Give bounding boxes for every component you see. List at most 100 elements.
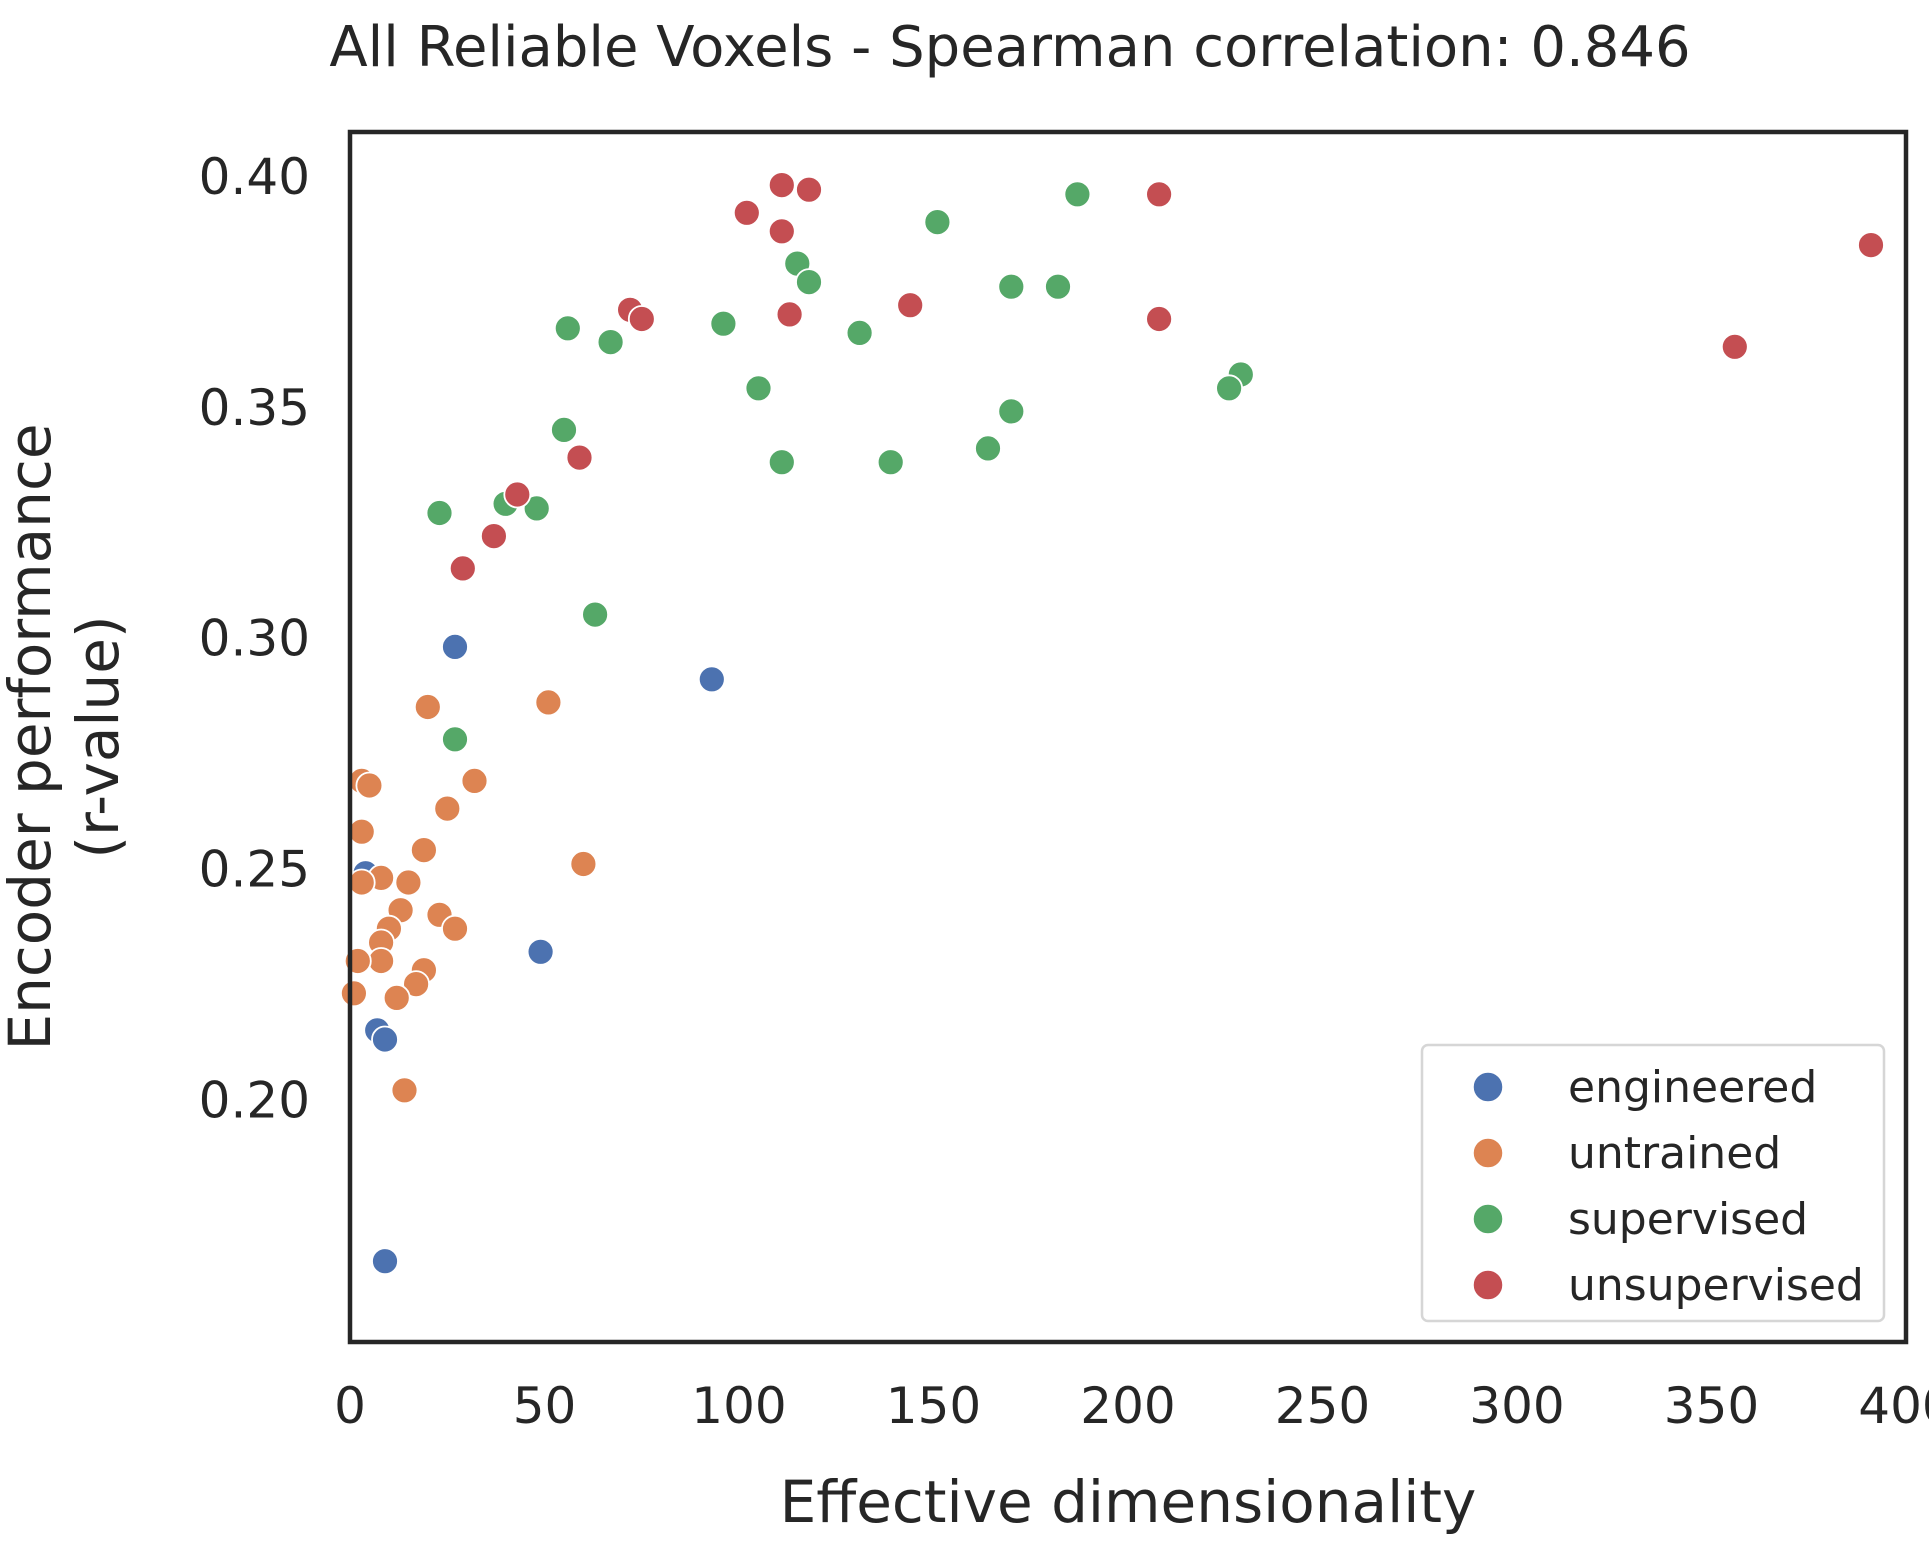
- untrained-point: [569, 850, 598, 878]
- y-tick-label: 0.35: [199, 379, 310, 437]
- untrained-point: [534, 688, 563, 717]
- untrained-point: [460, 767, 489, 795]
- untrained-point: [441, 914, 469, 943]
- supervised-point: [441, 725, 469, 754]
- unsupervised-point: [775, 300, 804, 329]
- y-tick-label: 0.40: [199, 148, 310, 206]
- x-tick-label: 50: [513, 1377, 577, 1435]
- y-tick-label: 0.25: [199, 841, 310, 899]
- supervised-point: [1044, 272, 1072, 301]
- legend-item-supervised: supervised: [1472, 1194, 1808, 1245]
- unsupervised-point: [1857, 231, 1885, 260]
- series-engineered: [351, 633, 726, 1276]
- y-axis-label-line-1: Encoder performance: [0, 423, 64, 1050]
- untrained-point: [339, 979, 368, 1008]
- supervised-point: [709, 309, 738, 338]
- unsupervised-point: [479, 522, 508, 550]
- supervised-point: [974, 434, 1002, 463]
- legend-item-engineered: engineered: [1472, 1062, 1817, 1113]
- legend-item-untrained: untrained: [1472, 1128, 1781, 1179]
- supervised-point: [744, 374, 773, 403]
- y-tick-label: 0.30: [199, 610, 310, 668]
- unsupervised-point: [795, 175, 823, 204]
- unsupervised-point: [565, 443, 594, 472]
- supervised-point: [522, 494, 551, 523]
- unsupervised-point: [767, 171, 796, 200]
- supervised-point: [845, 318, 874, 347]
- legend-marker: [1472, 1203, 1504, 1235]
- unsupervised-point: [1145, 305, 1173, 333]
- y-axis-label-line-2: (r-value): [64, 615, 132, 858]
- legend-marker: [1472, 1071, 1504, 1103]
- y-tick-label: 0.20: [199, 1072, 310, 1130]
- supervised-point: [553, 314, 582, 343]
- untrained-point: [347, 868, 376, 897]
- plot-frame: [347, 129, 1909, 1345]
- x-tick-label: 100: [691, 1377, 786, 1435]
- supervised-point: [997, 272, 1026, 301]
- engineered-point: [441, 633, 469, 661]
- series-unsupervised: [448, 171, 1885, 583]
- untrained-point: [402, 970, 431, 998]
- unsupervised-point: [767, 217, 796, 246]
- supervised-point: [1063, 180, 1092, 209]
- engineered-point: [526, 937, 555, 966]
- x-tick-label: 150: [886, 1377, 981, 1435]
- untrained-point: [355, 771, 384, 800]
- x-tick-label: 0: [334, 1377, 366, 1435]
- x-axis-ticks: 0 50 100 150 200 250 300 350 400: [334, 1377, 1929, 1435]
- unsupervised-point: [1720, 332, 1749, 361]
- engineered-point: [371, 1247, 399, 1276]
- engineered-point: [371, 1025, 399, 1054]
- untrained-point: [413, 693, 442, 721]
- unsupervised-point: [732, 198, 761, 227]
- legend-label: supervised: [1568, 1194, 1808, 1245]
- legend: engineered untrained supervised unsupervise…: [1420, 1043, 1886, 1323]
- x-tick-label: 250: [1275, 1377, 1370, 1435]
- y-axis-label: Encoder performance (r-value): [0, 423, 132, 1050]
- x-tick-label: 400: [1858, 1377, 1929, 1435]
- untrained-point: [390, 1076, 419, 1105]
- supervised-point: [795, 268, 823, 297]
- untrained-point: [347, 817, 376, 846]
- supervised-point: [923, 208, 952, 237]
- legend-label: untrained: [1568, 1128, 1781, 1179]
- supervised-point: [1215, 374, 1243, 403]
- unsupervised-point: [896, 291, 925, 320]
- unsupervised-point: [448, 554, 477, 583]
- supervised-point: [550, 415, 578, 444]
- supervised-point: [997, 397, 1026, 426]
- legend-box: [1420, 1043, 1886, 1323]
- legend-marker: [1472, 1137, 1504, 1169]
- series-supervised: [425, 180, 1255, 754]
- x-tick-label: 200: [1080, 1377, 1175, 1435]
- supervised-point: [596, 328, 625, 357]
- supervised-point: [876, 448, 905, 477]
- legend-marker: [1472, 1269, 1504, 1301]
- unsupervised-point: [503, 480, 532, 509]
- legend-label: engineered: [1568, 1062, 1817, 1113]
- unsupervised-point: [1145, 180, 1173, 209]
- untrained-point: [394, 868, 423, 897]
- chart-title: All Reliable Voxels - Spearman correlati…: [329, 15, 1690, 80]
- x-tick-label: 350: [1664, 1377, 1759, 1435]
- supervised-point: [767, 448, 796, 477]
- supervised-point: [581, 600, 609, 629]
- untrained-point: [433, 794, 462, 823]
- legend-entries: engineered untrained supervised unsupervise…: [1472, 1062, 1864, 1311]
- legend-item-unsupervised: unsupervised: [1472, 1260, 1864, 1311]
- series-untrained: [339, 688, 598, 1105]
- engineered-point: [697, 665, 726, 694]
- y-axis-ticks: 0.20 0.25 0.30 0.35 0.40: [199, 148, 310, 1130]
- untrained-point: [367, 947, 396, 975]
- points-layer: [339, 171, 1885, 1276]
- x-axis-label: Effective dimensionality: [780, 1468, 1477, 1536]
- untrained-point: [409, 836, 438, 864]
- x-tick-label: 300: [1469, 1377, 1564, 1435]
- untrained-point: [382, 984, 411, 1012]
- unsupervised-point: [627, 305, 656, 333]
- legend-label: unsupervised: [1568, 1260, 1864, 1311]
- supervised-point: [425, 499, 454, 527]
